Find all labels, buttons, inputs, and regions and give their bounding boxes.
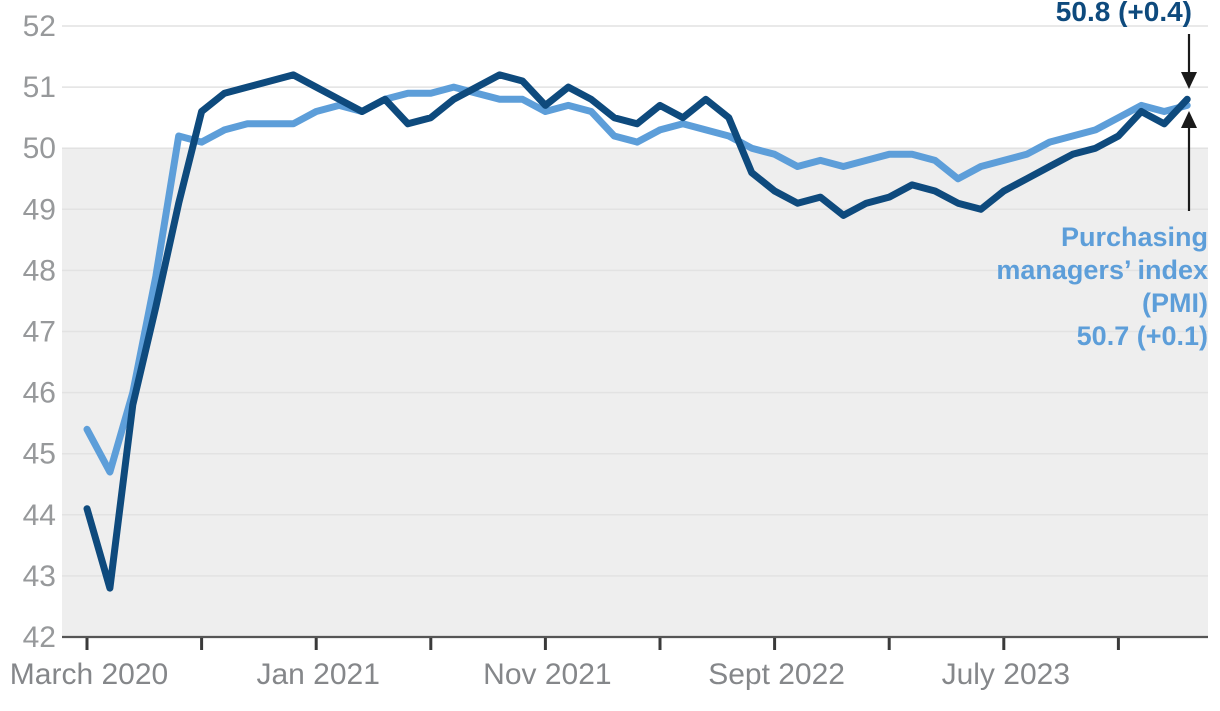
y-axis-label-49: 49	[23, 193, 56, 226]
y-axis-label-45: 45	[23, 438, 56, 471]
y-axis-label-51: 51	[23, 71, 56, 104]
y-axis-label-47: 47	[23, 316, 56, 349]
light-series-label-line-0: Purchasing	[1061, 222, 1208, 252]
y-axis-label-52: 52	[23, 10, 56, 43]
light-series-label-line-1: managers’ index	[996, 255, 1208, 285]
y-axis-label-44: 44	[23, 499, 56, 532]
x-axis-label-jan-2021: Jan 2021	[256, 658, 379, 691]
y-axis-label-42: 42	[23, 621, 56, 654]
down-arrow-head	[1181, 72, 1197, 89]
x-axis-label-nov-2021: Nov 2021	[483, 658, 611, 691]
x-axis-label-sept-2022: Sept 2022	[708, 658, 845, 691]
y-axis-label-48: 48	[23, 254, 56, 287]
dark-series-value-label: 50.8 (+0.4)	[1056, 0, 1192, 27]
pmi-light-series-line	[83, 83, 1191, 476]
up-arrow-head	[1181, 111, 1197, 128]
light-series-label-line-2: (PMI)	[1142, 288, 1208, 318]
pmi-dark-series-line	[83, 71, 1191, 592]
x-axis-label-march-2020: March 2020	[10, 658, 168, 691]
y-axis-label-46: 46	[23, 377, 56, 410]
y-axis-label-50: 50	[23, 132, 56, 165]
light-series-label-line-3: 50.7 (+0.1)	[1077, 321, 1208, 351]
y-axis-label-43: 43	[23, 560, 56, 593]
x-axis-label-july-2023: July 2023	[942, 658, 1070, 691]
